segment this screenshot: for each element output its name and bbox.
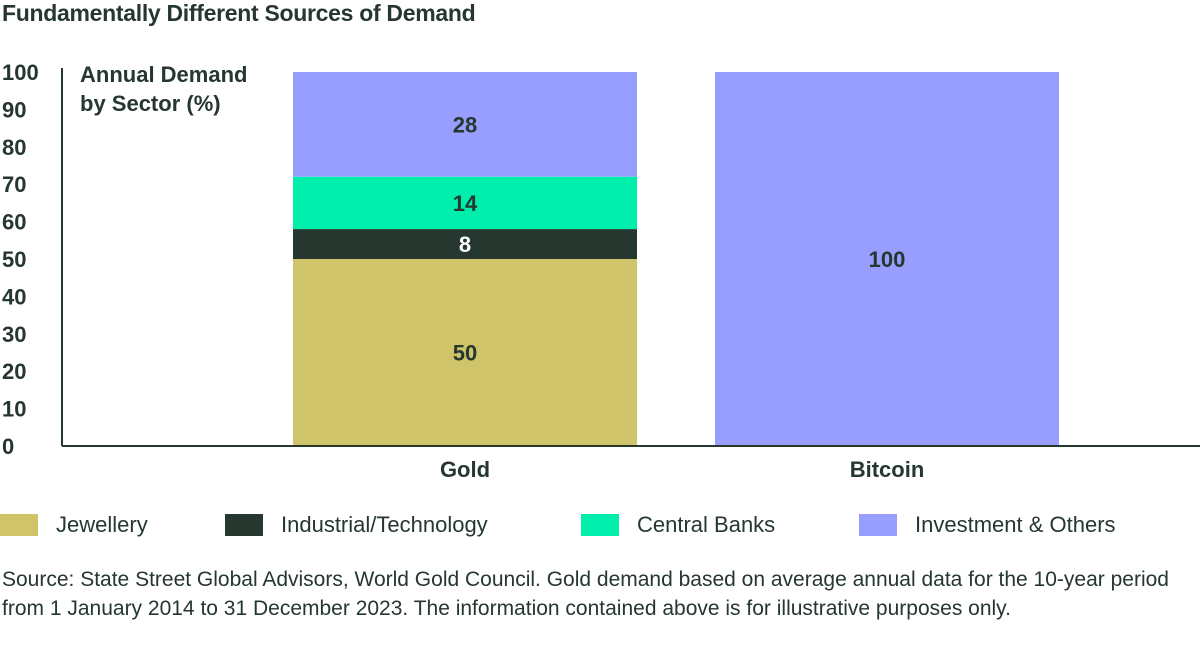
x-tick-label: Bitcoin — [850, 457, 925, 482]
y-tick-label: 0 — [2, 434, 14, 459]
y-tick-label: 100 — [2, 60, 39, 85]
legend-item-industrial: Industrial/Technology — [225, 512, 488, 538]
legend-item-jewellery: Jewellery — [0, 512, 148, 538]
legend-swatch-central-banks — [581, 514, 619, 536]
bar-chart: 0 10 20 30 40 50 60 70 80 90 100 Annual Demand by Se… — [2, 60, 1200, 482]
legend-swatch-jewellery — [0, 514, 38, 536]
legend-item-investment: Investment & Others — [859, 512, 1116, 538]
y-tick-label: 50 — [2, 247, 26, 272]
legend-label-jewellery: Jewellery — [56, 512, 148, 537]
legend-swatch-investment — [859, 514, 897, 536]
legend-label-central-banks: Central Banks — [637, 512, 776, 537]
bar-segment-gold-2 — [293, 176, 637, 230]
bar-segment-gold-1 — [293, 229, 637, 259]
y-tick-label: 10 — [2, 397, 26, 422]
chart-title: Fundamentally Different Sources of Deman… — [2, 0, 476, 26]
y-axis-label: by Sector (%) — [80, 91, 221, 116]
y-tick-label: 80 — [2, 135, 26, 160]
y-tick-label: 30 — [2, 322, 26, 347]
data-label: 8 — [459, 232, 471, 257]
legend-swatch-industrial — [225, 514, 263, 536]
legend-item-central-banks: Central Banks — [581, 512, 775, 538]
y-tick-label: 90 — [2, 97, 26, 122]
data-label: 28 — [453, 112, 477, 137]
data-label: 14 — [453, 191, 478, 216]
data-label: 100 — [869, 247, 906, 272]
bar-segment-gold-3 — [293, 72, 637, 177]
source-note: Source: State Street Global Advisors, Wo… — [2, 568, 1169, 620]
data-label: 50 — [453, 341, 477, 366]
y-tick-label: 20 — [2, 359, 26, 384]
legend: Jewellery Industrial/Technology Central … — [0, 512, 1200, 546]
x-tick-label: Gold — [440, 457, 490, 482]
legend-label-industrial: Industrial/Technology — [281, 512, 488, 537]
y-tick-label: 60 — [2, 210, 26, 235]
y-axis-label: Annual Demand — [80, 62, 247, 87]
bar-segment-gold-0 — [293, 259, 637, 446]
y-tick-label: 40 — [2, 284, 26, 309]
y-tick-label: 70 — [2, 172, 26, 197]
bar-segment-bitcoin-3 — [715, 72, 1059, 446]
legend-label-investment: Investment & Others — [915, 512, 1116, 537]
